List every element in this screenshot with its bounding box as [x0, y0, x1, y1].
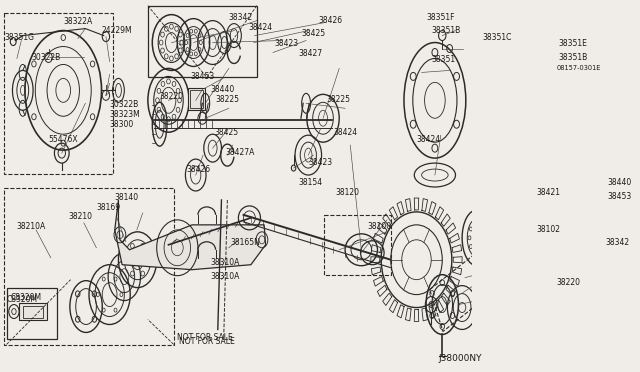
Bar — [148, 6, 257, 77]
Bar — [4, 188, 173, 346]
Text: 38424: 38424 — [417, 135, 440, 144]
Bar — [23, 305, 44, 318]
Bar — [4, 13, 113, 174]
Bar — [188, 89, 205, 110]
Bar — [6, 288, 56, 339]
Text: 38322A: 38322A — [63, 17, 93, 26]
Text: C8320M: C8320M — [11, 293, 42, 302]
Text: 38351G: 38351G — [4, 33, 35, 42]
Text: 38300: 38300 — [109, 120, 134, 129]
Text: 30322B: 30322B — [109, 100, 139, 109]
Text: 38426: 38426 — [319, 16, 343, 25]
Text: J38000NY: J38000NY — [438, 355, 482, 363]
Text: 38440: 38440 — [608, 178, 632, 187]
Text: 38425: 38425 — [301, 29, 325, 38]
Text: 30322B: 30322B — [31, 52, 61, 61]
Text: 38427A: 38427A — [225, 148, 255, 157]
Text: 38453: 38453 — [191, 73, 215, 81]
Text: 38421: 38421 — [536, 188, 561, 197]
Text: 38169: 38169 — [97, 203, 120, 212]
Text: 38102: 38102 — [536, 225, 561, 234]
Text: NOT FOR SALE: NOT FOR SALE — [177, 333, 233, 342]
Text: 38423: 38423 — [275, 39, 299, 48]
Text: 38440: 38440 — [211, 86, 235, 94]
Text: 38225: 38225 — [326, 95, 350, 104]
Text: 38351: 38351 — [431, 55, 455, 64]
Text: 38426: 38426 — [186, 165, 211, 174]
Text: 38423: 38423 — [308, 158, 332, 167]
Text: 38424: 38424 — [248, 23, 272, 32]
Text: 24229M: 24229M — [102, 26, 132, 35]
Text: 38453: 38453 — [608, 192, 632, 201]
Bar — [324, 215, 391, 275]
Text: 38427: 38427 — [299, 48, 323, 58]
Text: 38140: 38140 — [115, 193, 139, 202]
Text: 08157-0301E: 08157-0301E — [556, 65, 601, 71]
Text: 38154: 38154 — [299, 178, 323, 187]
Bar — [190, 90, 203, 108]
Text: 38351B: 38351B — [431, 26, 460, 35]
Bar — [19, 302, 47, 321]
Text: 38210A: 38210A — [17, 222, 46, 231]
Text: 38100: 38100 — [367, 222, 391, 231]
Text: 38323M: 38323M — [109, 110, 140, 119]
Text: 38220: 38220 — [556, 278, 580, 287]
Polygon shape — [115, 200, 266, 270]
Text: 38351E: 38351E — [559, 39, 588, 48]
Text: 38351C: 38351C — [483, 33, 512, 42]
Text: 38351B: 38351B — [559, 52, 588, 61]
Text: 38351F: 38351F — [426, 13, 454, 22]
Text: 38342: 38342 — [229, 13, 253, 22]
Text: 38424: 38424 — [333, 128, 358, 137]
Text: 38120: 38120 — [335, 188, 360, 197]
Text: 38342: 38342 — [605, 238, 630, 247]
Text: 38220: 38220 — [159, 92, 183, 101]
Text: 55476X: 55476X — [49, 135, 78, 144]
Text: 38225: 38225 — [216, 95, 239, 104]
Text: 38310A: 38310A — [211, 258, 240, 267]
Text: NOT FOR SALE: NOT FOR SALE — [179, 337, 234, 346]
Text: 38210: 38210 — [68, 212, 92, 221]
Text: 38310A: 38310A — [211, 272, 240, 281]
Text: C8320M: C8320M — [6, 295, 38, 304]
Text: 38425: 38425 — [214, 128, 238, 137]
Text: 38165N: 38165N — [230, 238, 260, 247]
